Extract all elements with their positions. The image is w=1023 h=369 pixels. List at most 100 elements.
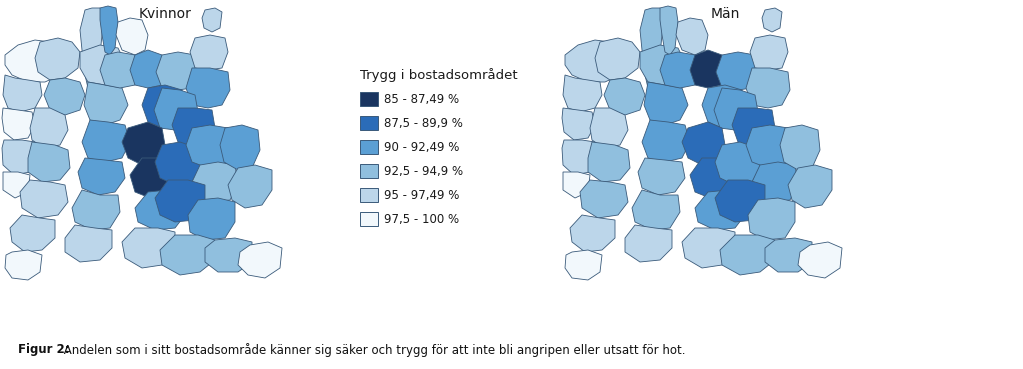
Polygon shape (798, 242, 842, 278)
Bar (360, 164, 379, 178)
Polygon shape (562, 140, 598, 175)
Polygon shape (748, 198, 795, 240)
Polygon shape (3, 172, 30, 198)
Bar (360, 212, 379, 226)
Text: Andelen som i sitt bostadsområde känner sig säker och trygg för att inte bli ang: Andelen som i sitt bostadsområde känner … (60, 343, 685, 357)
Polygon shape (155, 180, 205, 222)
Polygon shape (644, 82, 688, 125)
Polygon shape (588, 142, 630, 182)
Polygon shape (590, 108, 628, 148)
Polygon shape (642, 120, 690, 162)
Polygon shape (715, 142, 760, 185)
Polygon shape (632, 190, 680, 230)
Polygon shape (640, 45, 685, 85)
Polygon shape (563, 75, 602, 112)
Polygon shape (192, 162, 238, 202)
Polygon shape (750, 35, 788, 70)
Polygon shape (660, 6, 678, 55)
Polygon shape (100, 52, 140, 88)
Polygon shape (746, 68, 790, 108)
Bar (360, 92, 379, 106)
Polygon shape (690, 50, 728, 88)
Polygon shape (116, 18, 148, 55)
Polygon shape (562, 108, 595, 140)
Bar (360, 188, 379, 202)
Text: Kvinnor: Kvinnor (138, 7, 191, 21)
Polygon shape (595, 38, 640, 80)
Polygon shape (720, 235, 775, 275)
Polygon shape (702, 85, 745, 128)
Polygon shape (2, 108, 35, 140)
Polygon shape (35, 38, 80, 80)
Text: 90 - 92,49 %: 90 - 92,49 % (384, 141, 459, 154)
Polygon shape (186, 125, 232, 168)
Polygon shape (690, 158, 738, 198)
Text: 97,5 - 100 %: 97,5 - 100 % (384, 213, 459, 225)
Polygon shape (3, 75, 42, 112)
Text: Män: Män (710, 7, 740, 21)
Text: 85 - 87,49 %: 85 - 87,49 % (384, 93, 459, 106)
Polygon shape (640, 8, 665, 90)
Polygon shape (580, 180, 628, 218)
Polygon shape (155, 142, 201, 185)
Polygon shape (2, 140, 38, 175)
Polygon shape (780, 125, 820, 170)
Polygon shape (715, 180, 765, 222)
Polygon shape (625, 225, 672, 262)
Polygon shape (788, 165, 832, 208)
Text: Trygg i bostadsområdet: Trygg i bostadsområdet (360, 68, 518, 82)
Polygon shape (682, 122, 725, 165)
Text: 95 - 97,49 %: 95 - 97,49 % (384, 189, 459, 201)
Polygon shape (238, 242, 282, 278)
Polygon shape (752, 162, 798, 202)
Bar (360, 140, 379, 154)
Polygon shape (100, 6, 118, 55)
Polygon shape (80, 45, 125, 85)
Polygon shape (682, 228, 735, 268)
Text: 92,5 - 94,9 %: 92,5 - 94,9 % (384, 165, 463, 177)
Polygon shape (765, 238, 812, 272)
Polygon shape (84, 82, 128, 125)
Polygon shape (80, 8, 105, 90)
Polygon shape (565, 250, 602, 280)
Polygon shape (122, 122, 165, 165)
Polygon shape (695, 190, 745, 230)
Polygon shape (228, 165, 272, 208)
Polygon shape (604, 78, 644, 115)
Polygon shape (570, 215, 615, 252)
Polygon shape (130, 158, 178, 198)
Polygon shape (154, 88, 198, 130)
Polygon shape (762, 8, 782, 32)
Polygon shape (44, 78, 85, 115)
Polygon shape (638, 158, 685, 195)
Polygon shape (72, 190, 120, 230)
Polygon shape (205, 238, 252, 272)
Polygon shape (155, 52, 198, 90)
Polygon shape (10, 215, 55, 252)
Polygon shape (20, 180, 68, 218)
Polygon shape (732, 108, 775, 148)
Polygon shape (5, 40, 65, 82)
Polygon shape (186, 68, 230, 108)
Polygon shape (30, 108, 68, 148)
Polygon shape (172, 108, 215, 148)
Polygon shape (202, 8, 222, 32)
Polygon shape (160, 235, 215, 275)
Polygon shape (676, 18, 708, 55)
Polygon shape (135, 190, 185, 230)
Polygon shape (220, 125, 260, 170)
Polygon shape (82, 120, 130, 162)
Text: Figur 2:: Figur 2: (18, 343, 70, 356)
Polygon shape (122, 228, 175, 268)
Polygon shape (190, 35, 228, 70)
Polygon shape (188, 198, 235, 240)
Polygon shape (714, 88, 758, 130)
Polygon shape (5, 250, 42, 280)
Bar (360, 116, 379, 130)
Polygon shape (142, 85, 185, 128)
Polygon shape (130, 50, 168, 88)
Polygon shape (565, 40, 625, 82)
Polygon shape (746, 125, 792, 168)
Polygon shape (78, 158, 125, 195)
Polygon shape (563, 172, 590, 198)
